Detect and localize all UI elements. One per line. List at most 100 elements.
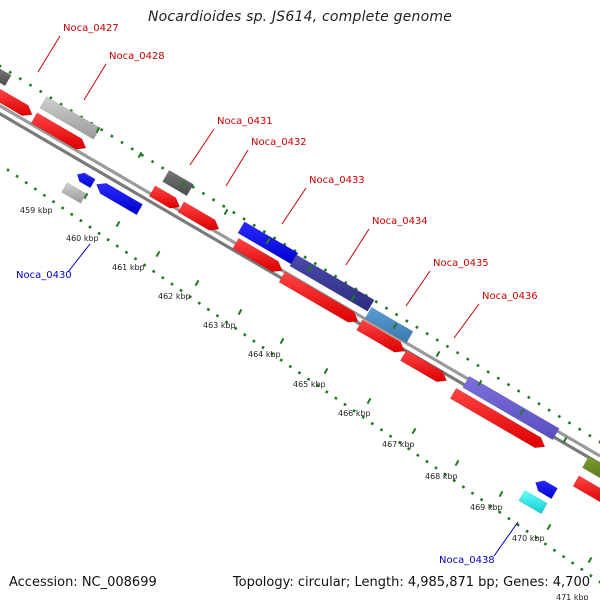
track-dot [324, 390, 329, 394]
track-dot [130, 147, 134, 151]
track-dot [323, 268, 328, 272]
track-dot [224, 320, 229, 324]
track-dot [99, 127, 104, 132]
track-dot [270, 352, 274, 356]
gene-feature[interactable] [61, 182, 87, 204]
track-dot [415, 325, 419, 330]
track-dot [461, 485, 466, 489]
track-dot [334, 396, 338, 400]
topology-label: Topology: circular; Length: 4,985,871 bp… [232, 575, 590, 590]
outer-tick-mark [350, 294, 356, 302]
track-dot [354, 287, 358, 291]
gene-feature[interactable] [572, 475, 600, 505]
track-dot [120, 140, 124, 145]
gene-feature[interactable] [162, 169, 194, 197]
gene-feature[interactable] [237, 221, 299, 265]
gene-feature[interactable] [449, 387, 546, 449]
gene-feature[interactable] [278, 271, 359, 323]
gene-feature[interactable] [462, 375, 560, 441]
gene-feature[interactable] [0, 68, 12, 87]
kbp-tick-mark [366, 397, 372, 405]
gene-label[interactable]: Noca_0433 [309, 175, 365, 186]
kbp-tick-mark [115, 220, 121, 228]
track-dot [343, 402, 347, 407]
gene-feature[interactable] [581, 455, 600, 479]
gene-label-leader [189, 128, 215, 166]
kbp-tick-mark [411, 427, 417, 435]
gene-label[interactable]: Noca_0431 [217, 116, 273, 127]
track-dot [215, 314, 220, 318]
track-dot [488, 504, 493, 508]
gene-label-leader [83, 63, 107, 101]
track-dot [598, 580, 600, 584]
gene-feature[interactable] [0, 88, 33, 117]
track-dot [543, 542, 548, 546]
gene-feature[interactable] [177, 201, 220, 231]
gene-label-leader [225, 149, 249, 187]
gene-feature[interactable] [518, 489, 548, 515]
gene-feature[interactable] [364, 306, 414, 344]
gene-label[interactable]: Noca_0438 [439, 555, 495, 566]
gene-label[interactable]: Noca_0430 [16, 270, 72, 281]
gene-feature[interactable] [148, 185, 181, 209]
track-dot [598, 440, 600, 444]
kbp-tick-mark [194, 279, 200, 287]
kbp-tick-mark [587, 556, 593, 564]
track-dot [435, 338, 440, 342]
gene-feature[interactable] [399, 349, 448, 383]
map-title: Nocardioides sp. JS614, complete genome [147, 9, 453, 25]
track-dot [567, 421, 572, 425]
gene-feature[interactable] [356, 319, 405, 353]
gene-feature[interactable] [232, 237, 283, 273]
gene-label[interactable]: Noca_0434 [372, 216, 428, 227]
gene-feature[interactable] [95, 182, 144, 216]
track-dot [179, 288, 183, 293]
gene-feature[interactable] [76, 172, 96, 189]
gene-label-leader [405, 270, 431, 307]
track-dot [416, 453, 420, 458]
track-dot [388, 434, 393, 438]
gene-feature[interactable] [30, 112, 87, 150]
kbp-tick-mark [454, 459, 460, 467]
kbp-tick-label: 469 kbp [470, 503, 503, 512]
track-dot [60, 206, 65, 210]
track-dot [370, 421, 375, 426]
track-dot [580, 567, 584, 572]
gene-label[interactable]: Noca_0436 [482, 291, 538, 302]
track-dot [140, 153, 145, 157]
track-dot [394, 312, 399, 317]
track-dot [361, 415, 365, 419]
outer-tick-mark [95, 126, 101, 134]
inner-dotted-track [6, 168, 600, 584]
track-dot [561, 554, 566, 559]
gene-label[interactable]: Noca_0432 [251, 137, 307, 148]
track-dot [486, 370, 490, 374]
track-dot [252, 339, 256, 343]
track-dot [577, 427, 582, 432]
gene-label[interactable]: Noca_0428 [109, 51, 165, 62]
gene-feature[interactable] [535, 480, 558, 500]
track-dot [28, 83, 33, 87]
track-dot [206, 307, 211, 312]
track-dot [406, 447, 411, 451]
kbp-tick-mark [155, 250, 161, 258]
gene-label[interactable]: Noca_0435 [433, 258, 489, 269]
gene-label[interactable]: Noca_0427 [63, 23, 119, 34]
track-dot [59, 102, 63, 107]
track-dot [537, 401, 541, 406]
track-dot [79, 115, 84, 119]
outer-tick-mark [180, 180, 186, 188]
kbp-tick-label: 466 kbp [338, 409, 371, 418]
track-dot [498, 510, 502, 515]
track-dot [211, 198, 216, 202]
track-dot [303, 255, 307, 259]
track-dot [97, 231, 101, 236]
track-dot [151, 269, 156, 274]
track-dot [261, 345, 265, 350]
track-dot [352, 409, 356, 413]
track-dot [233, 326, 238, 331]
track-dot [115, 244, 120, 248]
track-dot [516, 389, 521, 393]
track-dot [445, 344, 450, 349]
